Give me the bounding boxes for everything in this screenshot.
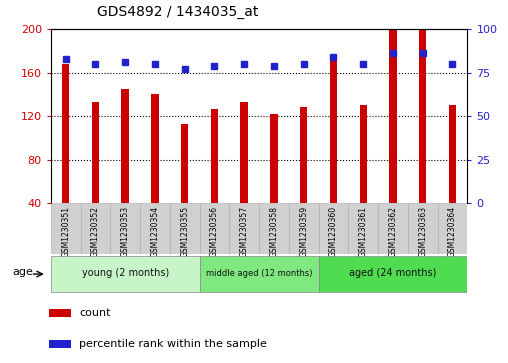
Bar xyxy=(170,203,200,254)
Bar xyxy=(408,203,437,254)
Text: GSM1230351: GSM1230351 xyxy=(61,206,70,257)
Bar xyxy=(121,89,129,203)
Text: GSM1230357: GSM1230357 xyxy=(240,206,249,257)
Text: GSM1230360: GSM1230360 xyxy=(329,206,338,257)
Bar xyxy=(181,124,188,203)
Bar xyxy=(49,309,71,318)
Text: GSM1230356: GSM1230356 xyxy=(210,206,219,257)
Bar xyxy=(49,339,71,348)
Bar xyxy=(51,203,81,254)
Text: GSM1230354: GSM1230354 xyxy=(150,206,160,257)
Text: middle aged (12 months): middle aged (12 months) xyxy=(206,269,312,278)
Text: GSM1230364: GSM1230364 xyxy=(448,206,457,257)
Bar xyxy=(140,203,170,254)
Bar xyxy=(319,256,467,292)
Bar xyxy=(360,105,367,203)
Bar xyxy=(270,114,278,203)
Text: GSM1230355: GSM1230355 xyxy=(180,206,189,257)
Bar xyxy=(51,256,200,292)
Text: age: age xyxy=(13,267,34,277)
Text: GSM1230362: GSM1230362 xyxy=(389,206,397,257)
Bar xyxy=(151,94,158,203)
Bar xyxy=(259,203,289,254)
Bar xyxy=(449,105,456,203)
Bar xyxy=(110,203,140,254)
Text: GDS4892 / 1434035_at: GDS4892 / 1434035_at xyxy=(97,5,259,20)
Bar xyxy=(92,102,99,203)
Bar xyxy=(240,102,248,203)
Text: GSM1230352: GSM1230352 xyxy=(91,206,100,257)
Text: GSM1230359: GSM1230359 xyxy=(299,206,308,257)
Bar xyxy=(200,203,229,254)
Bar xyxy=(419,0,426,203)
Text: count: count xyxy=(79,308,111,318)
Bar xyxy=(200,256,319,292)
Text: GSM1230361: GSM1230361 xyxy=(359,206,368,257)
Bar xyxy=(319,203,348,254)
Bar xyxy=(348,203,378,254)
Text: aged (24 months): aged (24 months) xyxy=(350,268,437,278)
Bar xyxy=(211,109,218,203)
Bar xyxy=(81,203,110,254)
Bar xyxy=(330,56,337,203)
Bar xyxy=(378,203,408,254)
Bar xyxy=(229,203,259,254)
Bar xyxy=(389,21,397,203)
Bar xyxy=(300,107,307,203)
Text: young (2 months): young (2 months) xyxy=(82,268,169,278)
Bar xyxy=(437,203,467,254)
Text: GSM1230353: GSM1230353 xyxy=(121,206,130,257)
Text: GSM1230363: GSM1230363 xyxy=(418,206,427,257)
Bar xyxy=(62,64,70,203)
Bar xyxy=(289,203,319,254)
Text: percentile rank within the sample: percentile rank within the sample xyxy=(79,339,267,349)
Text: GSM1230358: GSM1230358 xyxy=(269,206,278,257)
